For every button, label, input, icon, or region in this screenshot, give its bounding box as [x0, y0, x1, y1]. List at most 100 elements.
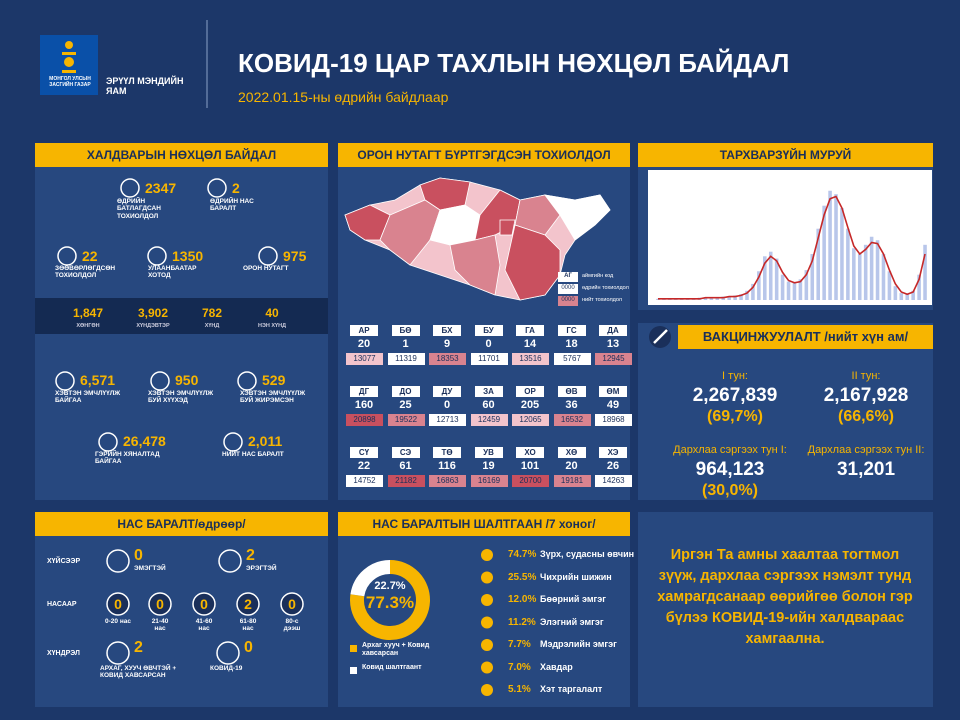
panel-heading: НАС БАРАЛТЫН ШАЛТГААН /7 хоног/ — [338, 512, 630, 536]
region-daily: 20 — [357, 338, 371, 350]
death-icon — [216, 641, 240, 665]
region-code: ГА — [516, 325, 544, 336]
bar — [881, 254, 886, 300]
message-panel — [638, 512, 933, 707]
cause-percent: 12.0% — [508, 594, 537, 605]
region-total: 21182 — [387, 475, 425, 487]
map — [344, 177, 611, 301]
death-icon — [236, 592, 260, 616]
region-daily: 9 — [443, 338, 451, 350]
death-label: 0-20 нас — [105, 618, 131, 625]
stat-icon — [147, 246, 167, 266]
region-code: ДГ — [350, 386, 378, 397]
cause-label: Мэдрэлийн эмгэг — [540, 639, 617, 649]
region-total: 19522 — [387, 414, 425, 426]
panel-heading: ТАРХВАРЗҮЙН МУРУЙ — [638, 143, 933, 167]
bar — [875, 240, 880, 300]
legend-total: 0000 — [561, 297, 575, 303]
region-daily: 18 — [565, 338, 578, 350]
region-code: БУ — [474, 325, 503, 336]
severity-label: ХҮНДЭВТЭР — [136, 323, 170, 329]
cause-percent: 7.7% — [508, 639, 531, 650]
region-daily: 20 — [565, 460, 578, 472]
region-total: 11319 — [387, 353, 425, 365]
deaths-panel — [35, 512, 328, 707]
death-value: 0 — [288, 596, 296, 612]
cause-percent: 11.2% — [508, 616, 536, 628]
death-value: 2 — [134, 639, 143, 656]
region-code: ХО — [516, 447, 544, 458]
bar — [727, 296, 731, 300]
logo-emblem — [62, 41, 76, 73]
region-daily: 1 — [402, 338, 409, 350]
death-value: 0 — [156, 596, 164, 612]
region-total: 16863 — [429, 475, 466, 487]
stat-value: 2 — [232, 180, 240, 196]
page-date: 2022.01.15-ны өдрийн байдлаар — [238, 89, 449, 105]
legend-code: АГ — [564, 273, 572, 279]
stat-value: 6,571 — [80, 372, 116, 388]
donut-segment — [350, 560, 430, 640]
syringe-needle — [653, 329, 668, 344]
region-code: СЭ — [391, 447, 420, 458]
stat-label: ХЭВТЭН ЭМЧЛҮҮЛЖ БУЙ ЖИРЭМСЭН — [240, 390, 306, 405]
bar — [757, 271, 761, 300]
region-total: 14752 — [346, 475, 383, 487]
region-code: ӨМ — [599, 386, 627, 397]
stat-icon — [55, 371, 75, 391]
region-total: 14263 — [595, 475, 632, 487]
region-daily: 22 — [357, 460, 371, 472]
death-value: 0 — [114, 596, 122, 612]
region-code: ОР — [516, 386, 544, 397]
bar — [816, 228, 820, 300]
legend-label: аймгийн код — [582, 273, 614, 279]
cause-label: Чихрийн шижин — [540, 571, 612, 582]
bar — [840, 208, 844, 300]
region-daily: 160 — [354, 399, 374, 411]
dose-label: Дархлаа сэргээх тун I: — [673, 444, 787, 456]
death-icon — [192, 592, 216, 616]
cause-label: Бөөрний эмгэг — [540, 594, 606, 604]
region-total: 12459 — [470, 414, 508, 426]
page-title: КОВИД-19 ЦАР ТАХЛЫН НӨХЦӨЛ БАЙДАЛ — [238, 48, 790, 78]
ministry-name: ЭРҮҮЛ МЭНДИЙН ЯАМ — [106, 76, 184, 97]
legend-label: нийт тохиолдол — [582, 297, 623, 303]
death-label: ЭРЭГТЭЙ — [246, 565, 277, 572]
death-group-label: НАСААР — [47, 601, 77, 608]
death-group-label: ХҮЙСЭЭР — [47, 558, 81, 565]
stat-value: 1350 — [172, 248, 204, 264]
death-label: 61-80 нас — [239, 618, 257, 633]
death-value: 2 — [246, 547, 255, 564]
stat-value: 529 — [262, 372, 286, 388]
legend-swatch — [350, 645, 357, 652]
bar — [774, 258, 779, 300]
cause-percent: 7.0% — [508, 661, 531, 673]
region-total: 11701 — [470, 353, 508, 365]
dose-value: 31,201 — [836, 459, 896, 480]
bar — [846, 228, 850, 300]
legend-label: өдрийн тохиолдол — [582, 285, 629, 291]
cause-label: Зүрх, судасны өвчин — [540, 549, 635, 559]
region-total: 20898 — [346, 414, 383, 426]
severity-label: ХҮНД — [204, 323, 220, 329]
bar — [834, 194, 838, 300]
region-daily: 49 — [606, 399, 620, 411]
region-total: 16532 — [553, 414, 591, 426]
cause-label: Хавдар — [540, 661, 573, 672]
dose-value: 964,123 — [695, 459, 765, 480]
severity-value: 1,847 — [72, 306, 104, 320]
stat-icon — [150, 371, 170, 391]
legend-daily-box — [558, 284, 578, 294]
severity-value: 782 — [201, 306, 223, 320]
region-daily: 25 — [399, 399, 412, 411]
legend-swatch — [350, 667, 357, 674]
bar — [863, 244, 868, 300]
causes-panel — [338, 512, 630, 707]
region-daily: 26 — [606, 460, 620, 472]
stat-label: ХЭВТЭН ЭМЧЛҮҮЛЖ БАЙГАА — [55, 390, 121, 405]
cause-label: Элэгний эмгэг — [540, 616, 604, 627]
region-total: 13516 — [512, 353, 549, 365]
death-label: КОВИД-19 — [210, 665, 243, 672]
bar — [828, 190, 832, 300]
